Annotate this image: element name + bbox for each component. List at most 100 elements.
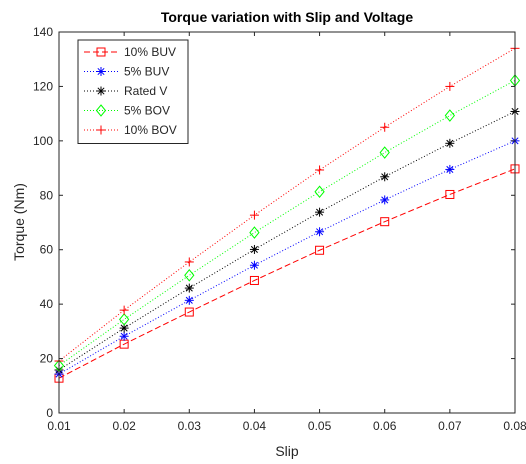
marker-diamond — [444, 109, 456, 122]
x-axis-label: Slip — [275, 443, 299, 459]
series-line — [58, 168, 516, 379]
marker-diamond — [184, 269, 195, 282]
data-point — [379, 146, 390, 159]
marker-stroke — [185, 296, 193, 304]
series-2 — [54, 106, 520, 375]
data-point — [249, 275, 259, 285]
y-tick-label: 140 — [33, 25, 53, 39]
marker-diamond — [379, 146, 390, 159]
legend-entry: 10% BUV — [84, 45, 176, 59]
series-4 — [54, 43, 520, 366]
y-tick-label: 80 — [40, 188, 54, 202]
chart-title: Torque variation with Slip and Voltage — [161, 9, 413, 25]
data-point — [249, 210, 259, 220]
legend-marker — [95, 104, 107, 117]
y-tick-label: 0 — [46, 406, 53, 420]
legend-marker — [96, 125, 106, 135]
series-0 — [54, 164, 520, 383]
data-point — [315, 227, 325, 237]
x-tick-label: 0.01 — [47, 419, 71, 433]
data-point — [445, 81, 455, 91]
legend-marker — [96, 86, 106, 96]
x-tick-label: 0.05 — [308, 419, 332, 433]
y-tick-label: 120 — [33, 79, 53, 93]
data-point — [445, 164, 455, 174]
data-point — [184, 283, 194, 293]
series-line — [58, 80, 516, 367]
plot-frame — [58, 31, 516, 414]
data-point — [380, 122, 390, 132]
data-point — [315, 245, 325, 255]
marker-square — [96, 47, 106, 57]
data-point — [184, 257, 194, 267]
data-point — [249, 244, 259, 254]
legend-box — [77, 39, 189, 144]
marker-stroke — [381, 173, 389, 181]
marker-square — [249, 275, 259, 285]
data-point — [119, 305, 129, 315]
data-point — [118, 313, 130, 326]
data-point — [380, 172, 390, 182]
marker-stroke — [316, 228, 324, 236]
marker-stroke — [316, 208, 324, 216]
legend-label: 5% BUV — [124, 65, 169, 79]
y-tick-label: 60 — [40, 243, 54, 257]
marker-stroke — [185, 284, 193, 292]
data-point — [249, 226, 260, 239]
data-point — [380, 217, 390, 227]
data-point — [119, 331, 129, 341]
legend-entry: 5% BOV — [84, 104, 170, 118]
data-point — [119, 323, 129, 333]
legend-entry: 10% BOV — [84, 123, 177, 137]
legend-label: 5% BOV — [124, 104, 170, 118]
marker-stroke — [120, 324, 128, 332]
x-tick-label: 0.06 — [373, 419, 397, 433]
marker-stroke — [97, 87, 105, 95]
marker-stroke — [120, 332, 128, 340]
x-tick-label: 0.04 — [243, 419, 267, 433]
series-1 — [54, 136, 520, 379]
data-point — [445, 189, 455, 199]
marker-diamond — [249, 226, 260, 239]
marker-stroke — [446, 139, 454, 147]
y-tick-label: 20 — [40, 352, 54, 366]
y-tick-label: 100 — [33, 134, 53, 148]
data-point — [315, 207, 325, 217]
marker-square — [184, 307, 194, 317]
legend-entry: Rated V — [84, 84, 167, 98]
y-tick-label: 40 — [40, 297, 54, 311]
marker-stroke — [250, 245, 258, 253]
y-axis-ticks: 0 20 40 60 80 100 120 140 — [33, 25, 515, 420]
data-point — [444, 109, 456, 122]
x-tick-label: 0.08 — [503, 419, 526, 433]
x-tick-label: 0.02 — [112, 419, 136, 433]
marker-stroke — [381, 196, 389, 204]
data-point — [380, 195, 390, 205]
data-point — [445, 138, 455, 148]
legend-marker — [96, 67, 106, 76]
marker-stroke — [446, 165, 454, 173]
data-point — [315, 165, 325, 175]
series-line — [58, 111, 516, 371]
marker-stroke — [97, 67, 105, 76]
data-point — [314, 185, 325, 199]
marker-diamond — [118, 313, 130, 326]
data-point — [184, 295, 194, 305]
x-axis-ticks: 0.01 0.02 0.03 0.04 0.05 0.06 0.07 0.08 — [47, 32, 526, 433]
data-point — [184, 307, 194, 317]
series-line — [58, 47, 516, 362]
marker-square — [315, 245, 325, 255]
data-point — [184, 269, 195, 282]
marker-square — [445, 189, 455, 199]
legend-marker — [96, 47, 106, 57]
x-tick-label: 0.07 — [438, 419, 462, 433]
marker-stroke — [250, 261, 258, 269]
y-axis-label: Torque (Nm) — [11, 183, 27, 261]
legend-entry: 5% BUV — [84, 65, 169, 79]
legend-label: Rated V — [124, 84, 167, 98]
legend-label: 10% BUV — [124, 45, 176, 59]
legend-label: 10% BOV — [124, 123, 177, 137]
data-point — [249, 260, 259, 270]
marker-diamond — [95, 104, 107, 117]
